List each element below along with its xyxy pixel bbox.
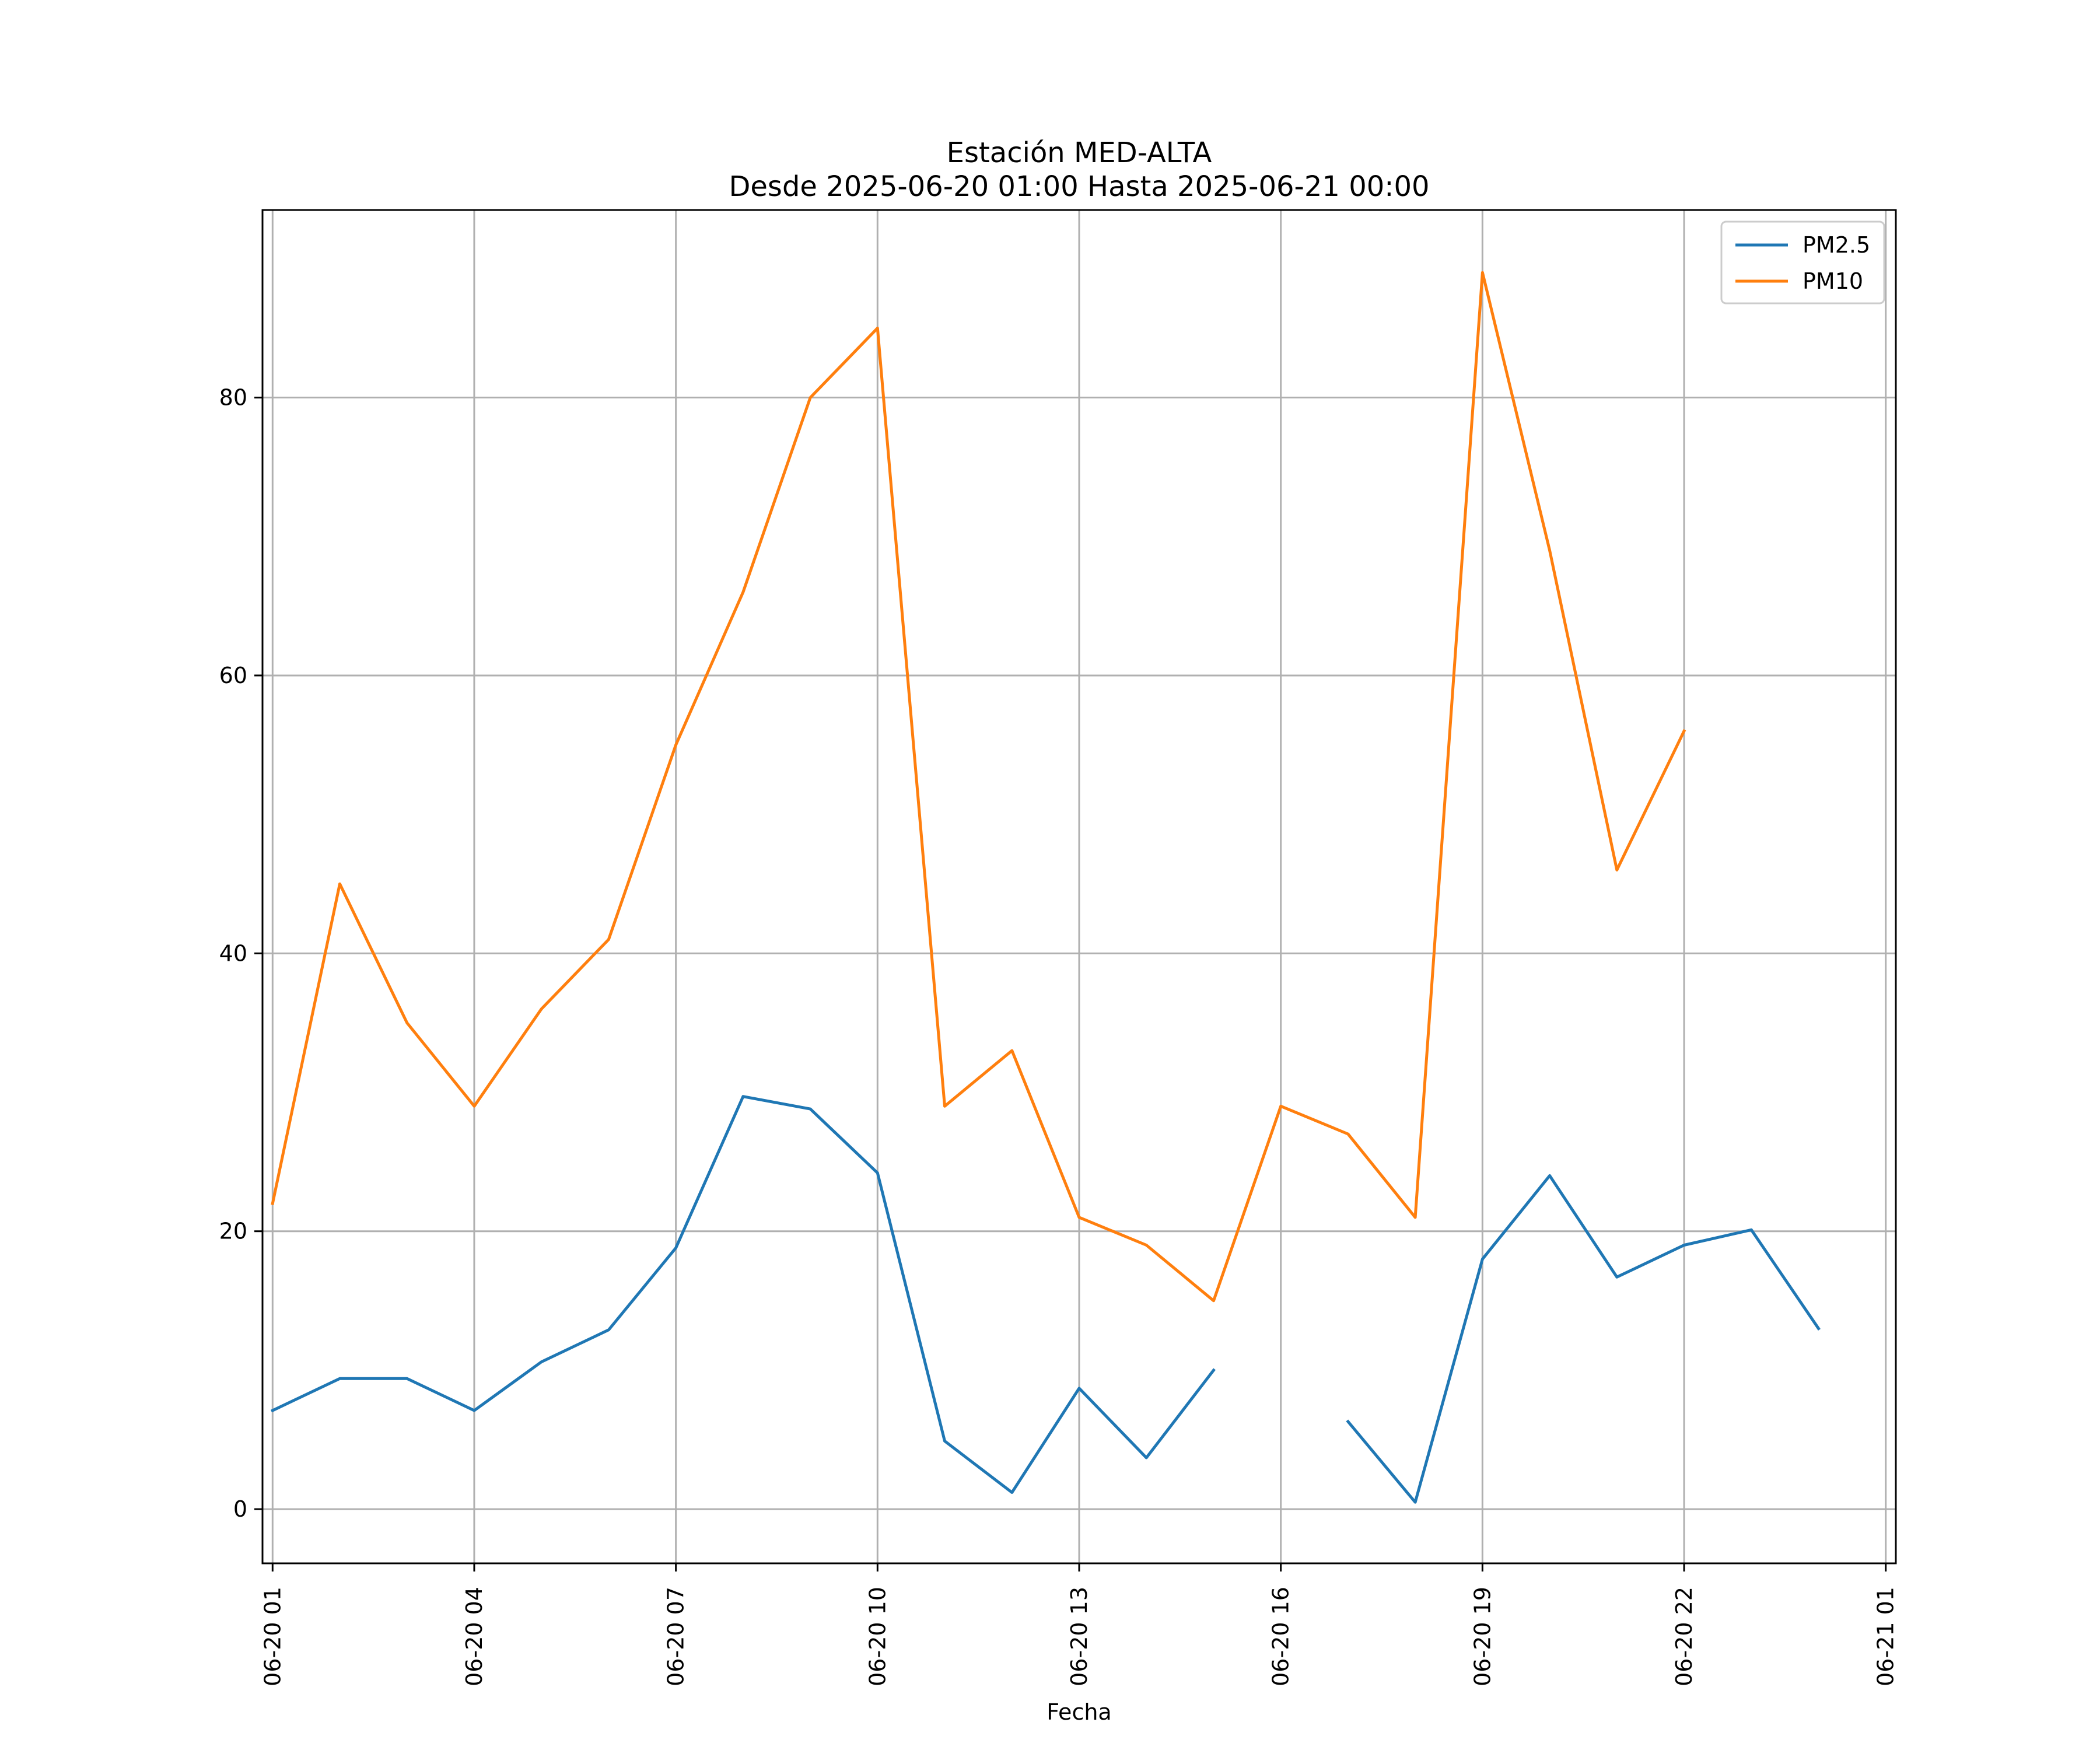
y-tick-label: 80 — [219, 385, 247, 411]
y-tick-label: 60 — [219, 663, 247, 688]
series-line-pm10 — [271, 271, 1686, 1303]
x-axis-label: Fecha — [1046, 1699, 1111, 1725]
axis-ticks: 06-20 01 06-20 04 06-20 07 06-20 10 06-20 13… — [219, 385, 1899, 1686]
legend-box — [1720, 220, 1885, 304]
x-tick-label: 06-20 16 — [1268, 1587, 1294, 1686]
x-tick-label: 06-20 19 — [1469, 1587, 1495, 1686]
legend-label-pm10: PM10 — [1803, 268, 1863, 294]
y-tick-label: 0 — [233, 1496, 247, 1522]
x-tick-label: 06-20 01 — [260, 1587, 285, 1686]
series-line-pm25 — [270, 1095, 1821, 1504]
grid — [262, 210, 1896, 1563]
series-group — [270, 271, 1821, 1504]
x-tick-label: 06-20 13 — [1066, 1587, 1092, 1686]
legend-label-pm25: PM2.5 — [1803, 232, 1870, 258]
x-tick-label: 06-21 01 — [1873, 1587, 1899, 1686]
y-tick-label: 20 — [219, 1219, 247, 1244]
x-tick-label: 06-20 04 — [461, 1587, 487, 1686]
chart-title-line-2: Desde 2025-06-20 01:00 Hasta 2025-06-21 … — [729, 170, 1429, 203]
chart-title-line-1: Estación MED-ALTA — [947, 136, 1212, 169]
y-tick-label: 40 — [219, 940, 247, 966]
x-tick-label: 06-20 07 — [663, 1587, 689, 1686]
x-tick-label: 06-20 10 — [864, 1587, 890, 1686]
x-tick-label: 06-20 22 — [1671, 1587, 1697, 1686]
legend: PM2.5 PM10 — [1720, 220, 1885, 304]
